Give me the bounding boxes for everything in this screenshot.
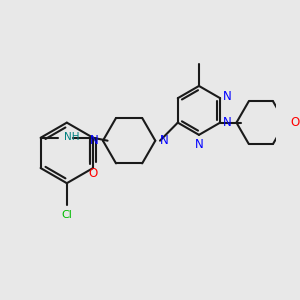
Text: N: N <box>90 134 99 147</box>
Text: N: N <box>195 138 204 152</box>
Text: N: N <box>223 90 232 103</box>
Text: O: O <box>290 116 299 129</box>
Text: O: O <box>88 167 98 180</box>
Text: N: N <box>159 134 168 147</box>
Text: NH: NH <box>64 132 80 142</box>
Text: N: N <box>223 116 232 129</box>
Text: Cl: Cl <box>61 210 72 220</box>
